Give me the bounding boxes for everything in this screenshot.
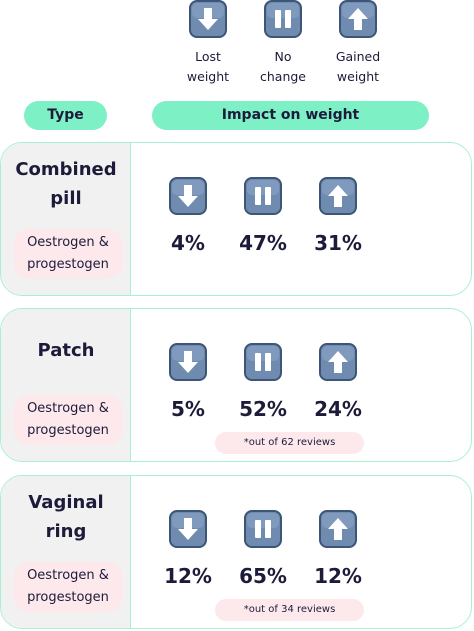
weight-icon	[264, 0, 302, 38]
hormone-line: progestogen	[27, 423, 109, 438]
percentage: 12%	[164, 564, 212, 588]
hormone-pill: Oestrogen & progestogen	[13, 395, 123, 445]
method-title: Combined pill	[1, 155, 131, 213]
legend-line: No	[274, 49, 292, 64]
weight-icon	[189, 0, 227, 38]
method-title: Vaginal ring	[1, 488, 131, 546]
title-line: Combined	[15, 159, 117, 180]
title-line: Patch	[37, 340, 95, 361]
percentage: 5%	[171, 397, 205, 421]
legend-label: Gained weight	[318, 47, 398, 87]
hormone-line: Oestrogen &	[27, 568, 109, 583]
percentage: 65%	[239, 564, 287, 588]
legend-line: change	[259, 69, 306, 84]
percentage: 31%	[314, 231, 362, 255]
title-line: Vaginal	[28, 492, 104, 513]
weight-icon	[169, 177, 207, 215]
weight-icon	[319, 177, 357, 215]
weight-icon	[169, 510, 207, 548]
percentage: 47%	[239, 231, 287, 255]
weight-icon	[319, 343, 357, 381]
type-header: Type	[24, 101, 107, 130]
weight-icon	[319, 510, 357, 548]
weight-icon	[244, 343, 282, 381]
weight-icon	[244, 510, 282, 548]
method-title: Patch	[1, 336, 131, 365]
percentage: 52%	[239, 397, 287, 421]
weight-icon	[244, 177, 282, 215]
impact-header: Impact on weight	[152, 101, 429, 130]
hormone-pill: Oestrogen & progestogen	[13, 229, 123, 279]
percentage: 24%	[314, 397, 362, 421]
percentage: 12%	[314, 564, 362, 588]
hormone-line: progestogen	[27, 590, 109, 605]
title-line: ring	[45, 521, 87, 542]
legend-label: Lost weight	[168, 47, 248, 87]
hormone-pill: Oestrogen & progestogen	[13, 562, 123, 612]
hormone-line: Oestrogen &	[27, 235, 109, 250]
legend-line: weight	[336, 69, 380, 84]
weight-icon	[169, 343, 207, 381]
method-card: Vaginal ring Oestrogen & progestogen 12% 65% 1…	[0, 475, 472, 629]
hormone-line: progestogen	[27, 257, 109, 272]
method-card: Combined pill Oestrogen & progestogen 4% 47% 3…	[0, 142, 472, 296]
legend-line: Gained	[335, 49, 381, 64]
method-card: Patch Oestrogen & progestogen 5% 52% 24% *out …	[0, 308, 472, 462]
weight-icon	[339, 0, 377, 38]
review-note: *out of 34 reviews	[215, 599, 364, 621]
percentage: 4%	[171, 231, 205, 255]
legend-label: No change	[243, 47, 323, 87]
hormone-line: Oestrogen &	[27, 401, 109, 416]
title-line: pill	[50, 188, 82, 209]
review-note: *out of 62 reviews	[215, 432, 364, 454]
legend-line: weight	[186, 69, 230, 84]
legend-line: Lost	[195, 49, 221, 64]
